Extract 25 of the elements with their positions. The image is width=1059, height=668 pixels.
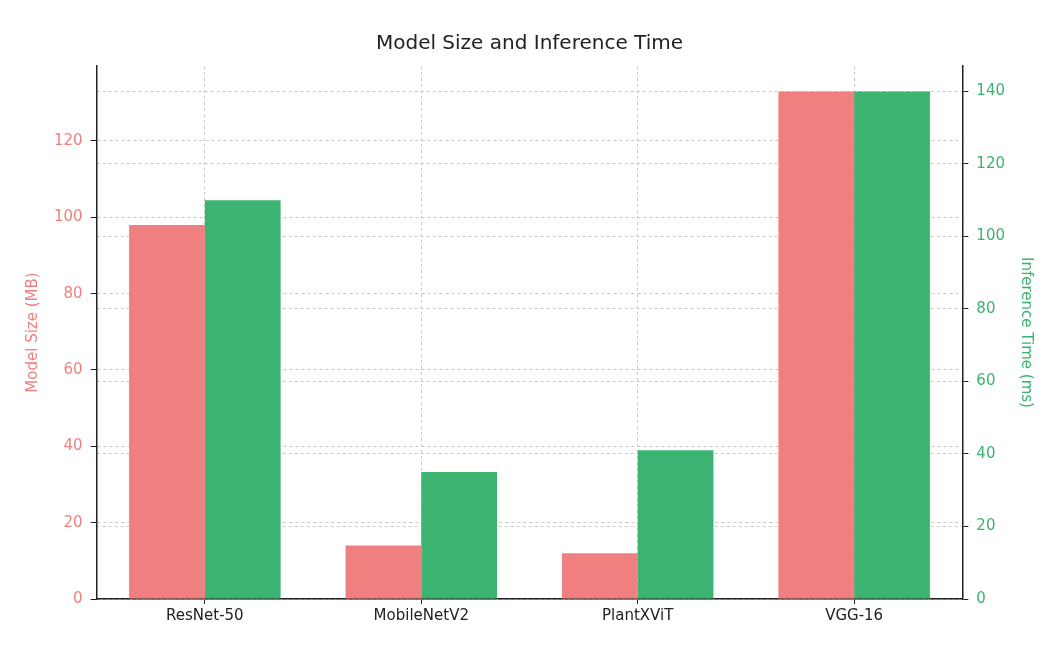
y2-tick-label: 60: [976, 371, 996, 390]
y-tick-label: 20: [63, 512, 83, 531]
bar: [561, 553, 638, 599]
y-tick-label: 80: [63, 283, 83, 302]
y-tick-label: 0: [73, 588, 83, 607]
x-tick-label: VGG-16: [825, 605, 884, 624]
y2-tick-label: 20: [976, 516, 996, 535]
y-tick-label: 120: [53, 130, 83, 149]
y2-tick-label: 80: [976, 298, 996, 317]
y2-tick-label: 40: [976, 443, 996, 462]
y2-tick-label: 100: [976, 226, 1006, 245]
y-tick-label: 60: [63, 359, 83, 378]
bar: [421, 472, 498, 599]
y-tick-label: 100: [53, 207, 83, 226]
y2-tick-label: 140: [976, 81, 1006, 100]
y2-axis-title: Inference Time (ms): [1018, 257, 1037, 408]
x-tick-label: PlantXViT: [602, 605, 675, 624]
y2-tick-label: 0: [976, 588, 986, 607]
chart-title: Model Size and Inference Time: [375, 30, 684, 55]
x-tick-label: ResNet-50: [166, 605, 244, 624]
y2-tick-label: 120: [976, 153, 1006, 172]
y-axis-title: Model Size (MB): [22, 272, 41, 393]
bar: [637, 450, 714, 599]
y-tick-label: 40: [63, 436, 83, 455]
x-tick-label: MobileNetV2: [373, 605, 469, 624]
